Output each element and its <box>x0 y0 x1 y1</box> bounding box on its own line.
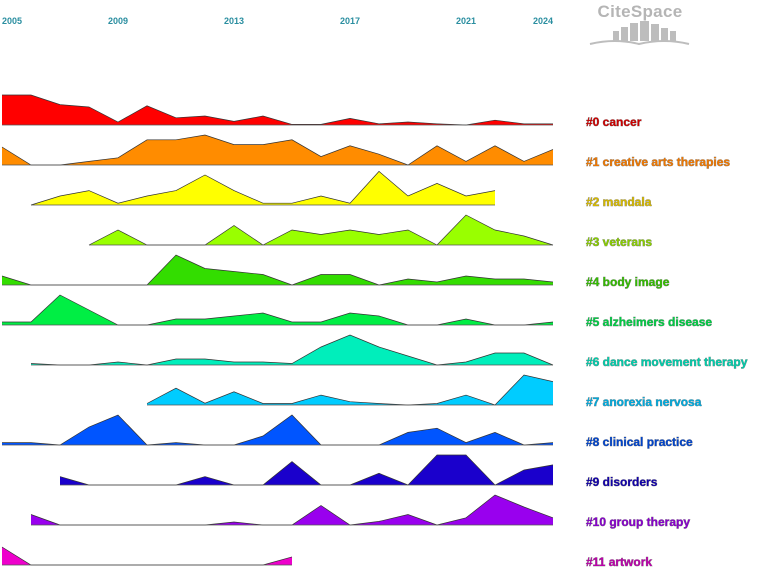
cluster-label: #6 dance movement therapy <box>586 355 748 369</box>
cluster-area <box>89 215 553 245</box>
cluster-area-outline <box>146 374 554 406</box>
cluster-area-outline <box>1 134 554 166</box>
cluster-label: #5 alzheimers disease <box>586 315 712 329</box>
cluster-label: #9 disorders <box>586 475 658 489</box>
citespace-logo: CiteSpace <box>588 0 692 48</box>
citespace-logo-icon <box>589 21 690 46</box>
cluster-area <box>31 335 553 365</box>
cluster-label: #4 body image <box>586 275 670 289</box>
cluster-area-outline <box>1 546 293 566</box>
cluster-area-outline <box>2 294 554 326</box>
cluster-label: #1 creative arts therapies <box>586 155 730 169</box>
cluster-area-outline <box>30 170 496 206</box>
cluster-area-outline <box>30 334 554 366</box>
year-axis: 2005 2009 2013 2017 2021 2024 <box>2 16 553 26</box>
year-tick-label: 2017 <box>340 16 360 26</box>
cluster-labels: #0 cancer #1 creative arts therapies #2 ma… <box>586 115 748 568</box>
cluster-label: #0 cancer <box>586 115 642 129</box>
cluster-area <box>2 255 553 285</box>
year-tick-label: 2024 <box>533 16 553 26</box>
year-tick-label: 2009 <box>108 16 128 26</box>
cluster-area <box>60 455 553 485</box>
cluster-label: #2 mandala <box>586 195 652 209</box>
cluster-area <box>2 95 553 125</box>
year-tick-label: 2013 <box>224 16 244 26</box>
cluster-area <box>147 375 553 405</box>
cluster-label: #3 veterans <box>586 235 652 249</box>
cluster-area <box>2 135 553 165</box>
logo-text: CiteSpace <box>597 2 683 21</box>
cluster-area <box>31 171 495 205</box>
cluster-area <box>2 295 553 325</box>
cluster-area-outline <box>2 414 554 446</box>
cluster-label: #7 anorexia nervosa <box>586 395 702 409</box>
cluster-label: #10 group therapy <box>586 515 690 529</box>
cluster-area <box>31 495 553 525</box>
cluster-label: #8 clinical practice <box>586 435 693 449</box>
year-tick-label: 2021 <box>456 16 476 26</box>
cluster-label: #11 artwork <box>586 555 652 568</box>
year-tick-label: 2005 <box>2 16 22 26</box>
cluster-area <box>2 547 292 565</box>
cluster-areas <box>1 94 554 566</box>
